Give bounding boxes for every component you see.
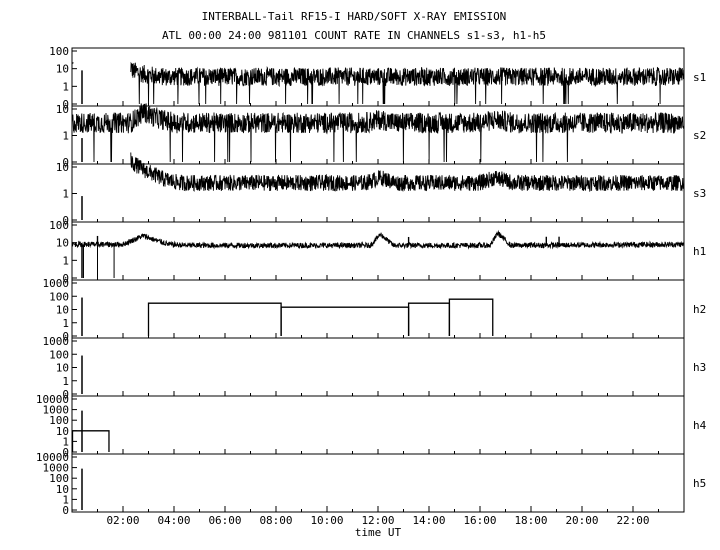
panel-frame <box>71 395 685 455</box>
x-tick-label: 04:00 <box>157 514 190 527</box>
y-tick-label: 100 <box>49 45 69 58</box>
channel-label-s1: s1 <box>693 71 706 84</box>
panel-frame <box>71 453 685 513</box>
y-tick-label: 0 <box>62 504 69 517</box>
y-tick-label: 1 <box>62 130 69 143</box>
y-tick-label: 1000 <box>43 404 70 417</box>
y-tick-label: 1000 <box>43 277 70 290</box>
y-tick-label: 0 <box>62 330 69 343</box>
y-tick-label: 100 <box>49 290 69 303</box>
x-tick-label: 06:00 <box>208 514 241 527</box>
y-tick-label: 1 <box>62 493 69 506</box>
panel-frame <box>71 221 685 281</box>
y-tick-label: 10000 <box>36 451 69 464</box>
series-line-s3 <box>130 152 685 193</box>
x-tick-label: 16:00 <box>463 514 496 527</box>
channel-label-h3: h3 <box>693 361 706 374</box>
y-tick-label: 0 <box>62 214 69 227</box>
y-tick-label: 10 <box>56 237 69 250</box>
channel-label-h1: h1 <box>693 245 706 258</box>
x-tick-label: 20:00 <box>565 514 598 527</box>
y-tick-label: 0 <box>62 272 69 285</box>
y-tick-label: 10 <box>56 161 69 174</box>
x-axis: 02:00 04:00 06:00 08:00 10:00 12:00 14:00 16:00… <box>106 506 650 527</box>
y-tick-label: 10 <box>56 304 69 317</box>
step-segment-h2 <box>280 306 410 336</box>
channel-label-s2: s2 <box>693 129 706 142</box>
series-line-h1 <box>71 229 685 250</box>
channel-label-h2: h2 <box>693 303 706 316</box>
y-tick-label: 100 <box>49 219 69 232</box>
x-tick-label: 14:00 <box>412 514 445 527</box>
x-tick-label: 12:00 <box>361 514 394 527</box>
channel-label-s3: s3 <box>693 187 706 200</box>
y-tick-label: 0 <box>62 98 69 111</box>
panel-frame <box>71 337 685 397</box>
chart-title: INTERBALL-Tail RF15-I HARD/SOFT X-RAY EM… <box>202 10 507 23</box>
y-tick-label: 10 <box>56 63 69 76</box>
step-segment-h2 <box>147 302 282 336</box>
y-tick-label: 10 <box>56 362 69 375</box>
x-tick-label: 08:00 <box>259 514 292 527</box>
y-tick-label: 1 <box>62 254 69 267</box>
y-tick-label: 1 <box>62 375 69 388</box>
series-line-s1 <box>72 61 685 105</box>
x-tick-label: 02:00 <box>106 514 139 527</box>
step-segment-h2 <box>448 298 494 336</box>
y-tick-label: 0 <box>62 388 69 401</box>
panel-frame <box>71 163 685 223</box>
y-tick-label: 1 <box>62 435 69 448</box>
x-axis-label: time UT <box>355 526 402 539</box>
channel-label-h4: h4 <box>693 419 707 432</box>
x-tick-label: 18:00 <box>514 514 547 527</box>
x-tick-label: 22:00 <box>616 514 649 527</box>
series-line-s2 <box>71 103 685 163</box>
y-tick-label: 10000 <box>36 393 69 406</box>
y-tick-label: 10 <box>56 483 69 496</box>
y-tick-label: 0 <box>62 446 69 459</box>
chart-subtitle: ATL 00:00 24:00 981101 COUNT RATE IN CHA… <box>162 29 546 42</box>
panel-frame <box>71 279 685 339</box>
y-tick-label: 100 <box>49 414 69 427</box>
y-tick-label: 100 <box>49 348 69 361</box>
step-segment-h4 <box>71 430 110 452</box>
y-tick-label: 1 <box>62 80 69 93</box>
step-segment-h2 <box>407 302 451 336</box>
y-tick-label: 0 <box>62 156 69 169</box>
channel-panels: 1001010s11010s21010s31001010h11000100101… <box>36 45 707 517</box>
y-tick-label: 1 <box>62 188 69 201</box>
y-tick-label: 10 <box>56 425 69 438</box>
channel-label-h5: h5 <box>693 477 706 490</box>
y-tick-label: 1000 <box>43 462 70 475</box>
y-tick-label: 10 <box>56 103 69 116</box>
y-tick-label: 1 <box>62 317 69 330</box>
x-tick-label: 10:00 <box>310 514 343 527</box>
y-tick-label: 100 <box>49 472 69 485</box>
y-tick-label: 1000 <box>43 335 70 348</box>
